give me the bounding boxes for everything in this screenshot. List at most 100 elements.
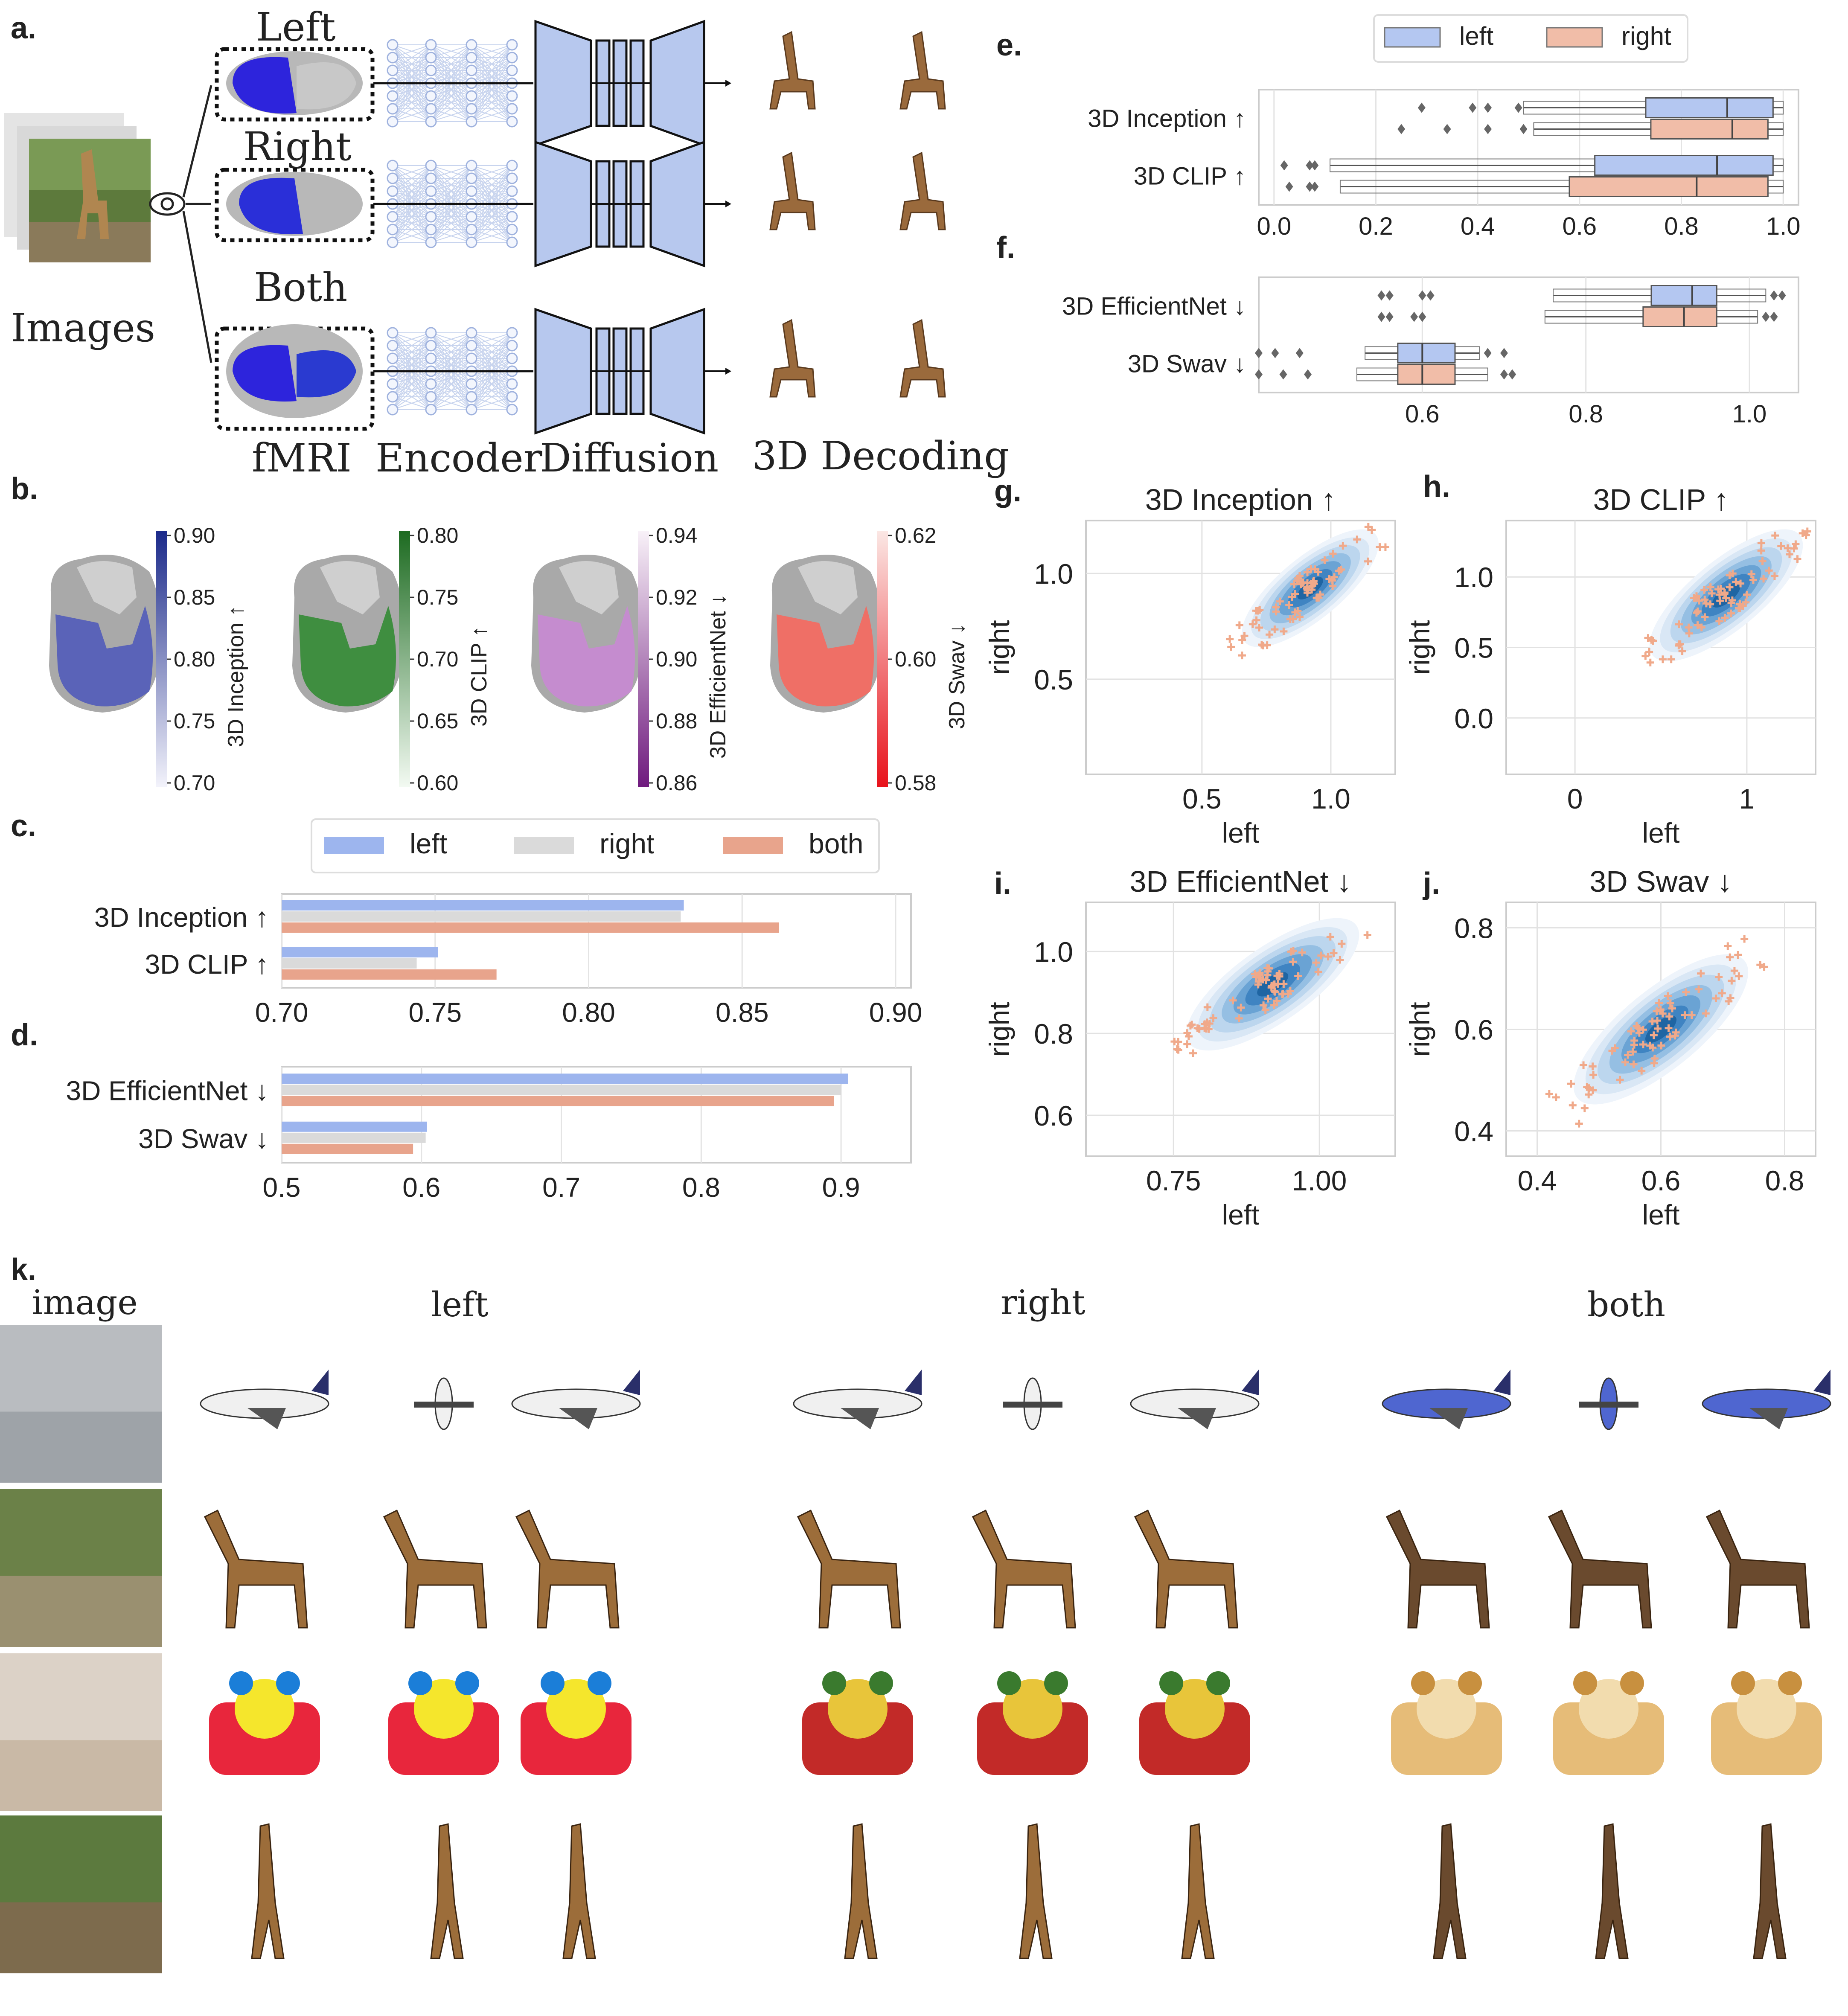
- network-node: [466, 391, 477, 403]
- network-edge: [392, 358, 431, 410]
- column-header-left: left: [431, 1285, 489, 1324]
- scatter-point: [1747, 570, 1755, 578]
- x-tick-label: 1: [1739, 783, 1755, 815]
- diffusion-label: Diffusion: [540, 435, 719, 481]
- reconstruction-left: [209, 1671, 320, 1775]
- y-axis-label: right: [984, 1002, 1015, 1056]
- x-tick-label: 0.5: [263, 1172, 301, 1203]
- bear-ear: [1159, 1671, 1183, 1695]
- scatter-point: [1721, 614, 1729, 622]
- network-edge: [392, 204, 431, 243]
- bear-ear: [1573, 1671, 1597, 1695]
- flier-left: [1500, 348, 1508, 358]
- scatter-point: [1589, 1086, 1597, 1094]
- network-edge: [392, 165, 431, 204]
- panel-letter-g: g.: [994, 474, 1021, 508]
- gallery-row-3: [0, 1653, 1822, 1811]
- scatter-point: [1770, 572, 1778, 580]
- scatter-point: [1316, 591, 1324, 599]
- bar-right: [282, 1132, 426, 1143]
- scatter-point: [1718, 989, 1726, 997]
- bear-head: [1003, 1679, 1062, 1739]
- scatter-point: [1252, 607, 1260, 615]
- reconstruction-both: [1553, 1671, 1664, 1775]
- diffusion-decoder-block: [649, 308, 705, 435]
- x-tick-label: 0.90: [869, 997, 923, 1028]
- giraffe-shape: [1019, 1823, 1053, 1959]
- giraffe-shape: [1181, 1823, 1215, 1959]
- panel-letter-d: d.: [11, 1018, 38, 1052]
- network-edge: [431, 96, 472, 122]
- scatter-point: [1229, 996, 1237, 1004]
- giraffe-shape: [562, 1823, 596, 1959]
- scatter-point: [1329, 550, 1337, 558]
- network-node: [506, 327, 518, 339]
- legend-label: right: [1621, 22, 1671, 50]
- flier-left: [1484, 102, 1492, 113]
- network-edge: [392, 191, 431, 243]
- network-edge: [471, 216, 512, 243]
- bear-ear: [1044, 1671, 1068, 1695]
- reconstruction-left: [200, 1370, 329, 1429]
- network-edge: [471, 332, 512, 346]
- scatter-point: [1727, 609, 1735, 617]
- network-node: [425, 391, 437, 403]
- scatter-point: [1765, 567, 1773, 575]
- box-right: [1650, 119, 1769, 140]
- network-edge: [431, 384, 472, 410]
- network-edge: [392, 396, 431, 410]
- scatter-point: [1726, 953, 1734, 961]
- whisker-cap-left: [1330, 158, 1784, 172]
- scatter-point: [1700, 586, 1708, 594]
- reconstruction-right: [1003, 1377, 1062, 1430]
- scatter-point: [1728, 977, 1736, 985]
- scatter-point: [1264, 967, 1272, 975]
- flier-left: [1311, 160, 1319, 171]
- reconstruction-both: [1391, 1671, 1502, 1775]
- bear-head: [235, 1679, 294, 1739]
- flier-right: [1255, 369, 1263, 380]
- scatter-point: [1170, 1038, 1179, 1046]
- network-node: [387, 378, 399, 390]
- brain-active-region: [233, 57, 297, 114]
- scatter-point: [1310, 579, 1318, 588]
- x-tick-label: 0: [1567, 783, 1583, 815]
- scatter-point: [1329, 582, 1337, 590]
- scatter-point: [1639, 1026, 1647, 1034]
- x-tick-label: 0.4: [1461, 212, 1495, 240]
- network-node: [425, 352, 437, 364]
- panel-letter-b: b.: [11, 472, 38, 506]
- network-edge: [471, 108, 512, 122]
- box-left: [1650, 285, 1717, 306]
- bear-ear: [997, 1671, 1021, 1695]
- colorbar-tick-label: 0.92: [656, 585, 697, 609]
- flier-left: [1770, 290, 1778, 301]
- scatter-point: [1760, 575, 1768, 583]
- bar-left: [282, 1073, 848, 1084]
- flier-left: [1295, 348, 1304, 358]
- flier-left: [1377, 290, 1385, 301]
- x-tick-label: 0.6: [1563, 212, 1597, 240]
- giraffe-render: [899, 151, 946, 230]
- giraffe-render: [769, 319, 816, 398]
- giraffe-render: [899, 31, 946, 110]
- y-tick-label: 1.0: [1454, 561, 1493, 593]
- reconstruction-both: [1595, 1823, 1629, 1959]
- giraffe-shape: [1548, 1509, 1652, 1629]
- brain-active-region: [239, 177, 303, 235]
- colorbar-tick-label: 0.58: [895, 771, 936, 795]
- scatter-point: [1272, 603, 1280, 611]
- y-tick-label: 1.0: [1034, 558, 1073, 590]
- network-edge: [431, 229, 472, 243]
- diffusion-decoder-block: [649, 20, 705, 147]
- reconstruction-both: [1433, 1823, 1467, 1959]
- network-node: [425, 103, 437, 115]
- network-edge: [471, 371, 512, 410]
- network-node: [466, 327, 477, 339]
- bear-ear: [541, 1671, 565, 1695]
- category-label: 3D CLIP ↑: [1134, 163, 1246, 190]
- scatter-point: [1280, 627, 1288, 635]
- network-node: [466, 224, 477, 236]
- scatter-point: [1722, 594, 1730, 602]
- network-edge: [471, 96, 512, 122]
